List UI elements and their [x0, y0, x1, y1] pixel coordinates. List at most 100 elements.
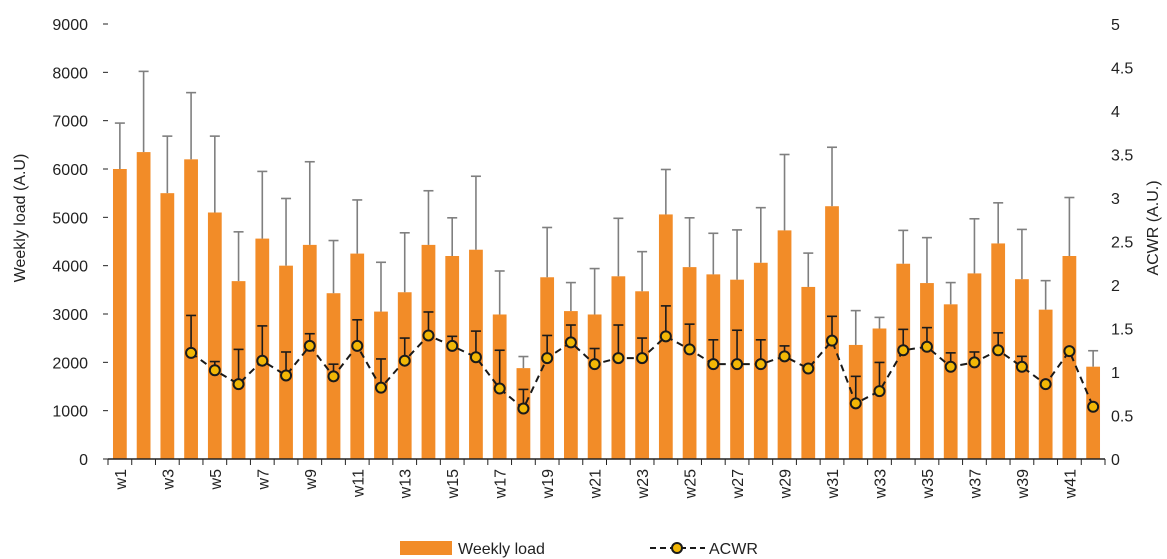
y-tick-label: 7000 [52, 114, 88, 131]
bar [1086, 366, 1101, 459]
bar [136, 152, 151, 460]
x-tick-label: w1 [113, 469, 130, 491]
acwr-point [826, 334, 839, 347]
bar [160, 193, 175, 459]
y-tick-label: 5000 [52, 210, 88, 227]
acwr-point [802, 362, 815, 375]
bar [397, 292, 412, 459]
acwr-markers [185, 329, 1100, 415]
bar [920, 283, 934, 459]
y-tick-label: 4000 [52, 259, 88, 276]
bar [611, 276, 626, 459]
y-tick-label: 0 [79, 452, 88, 469]
acwr-point [280, 369, 293, 382]
x-tick-label: w31 [825, 469, 842, 499]
x-tick-label: w15 [445, 469, 462, 499]
acwr-point [1015, 360, 1028, 373]
y2-tick-label: 1 [1111, 365, 1120, 382]
x-tick-label: w29 [778, 469, 795, 499]
y2-tick-label: 0 [1111, 452, 1120, 469]
acwr-point [185, 346, 198, 359]
acwr-point [897, 344, 910, 357]
x-tick-label: w11 [350, 469, 367, 498]
bar [350, 253, 365, 459]
acwr-point [517, 402, 530, 415]
acwr-point [731, 358, 744, 371]
bar [587, 314, 602, 459]
acwr-point [920, 340, 933, 353]
acwr-point [612, 352, 625, 365]
x-tick-label: w3 [160, 469, 177, 491]
bars [112, 152, 1101, 460]
y-tick-label: 6000 [52, 162, 88, 179]
y-tick-label: 9000 [52, 17, 88, 34]
y-tick-label: 8000 [52, 65, 88, 82]
acwr-point [374, 381, 387, 394]
acwr-point [778, 350, 791, 363]
y-axis-title: Weekly load (A.U) [12, 154, 29, 283]
x-tick-label: w19 [540, 469, 557, 499]
y-tick-label: 1000 [52, 404, 88, 421]
acwr-point [683, 343, 696, 356]
y2-tick-label: 3 [1111, 191, 1120, 208]
x-tick-label: w9 [303, 469, 320, 491]
acwr-point [1063, 345, 1076, 358]
left-axis-ticks: 0 1000 2000 3000 4000 5000 6000 7000 8000 9000 [52, 17, 108, 469]
y2-tick-label: 4.5 [1111, 61, 1133, 78]
acwr-point [208, 364, 221, 377]
acwr-point [873, 385, 886, 398]
x-tick-label: w27 [730, 469, 747, 499]
acwr-point [469, 351, 482, 364]
bar [184, 159, 198, 460]
x-tick-label: w39 [1015, 469, 1032, 499]
acwr-point [1087, 400, 1100, 413]
legend-swatch-weekly-load [400, 541, 452, 555]
bar [564, 311, 578, 459]
x-tick-label: w17 [493, 469, 510, 499]
legend-label-acwr: ACWR [709, 541, 758, 558]
acwr-point [256, 354, 269, 367]
y-tick-label: 2000 [52, 355, 88, 372]
y2-tick-label: 5 [1111, 17, 1120, 34]
x-axis-ticks: w1 w3 w5 w7 w9 w11 w13 w15 w17 w19 w21 w23 w25 w27 w29… [107, 459, 1106, 499]
y2-axis-title: ACWR (A.U.) [1145, 180, 1162, 275]
acwr-point [398, 354, 411, 367]
bar [777, 230, 792, 459]
bar [540, 277, 555, 459]
x-tick-label: w37 [967, 469, 984, 499]
bar-error-bars [114, 70, 1099, 369]
bar [1062, 256, 1077, 459]
y2-tick-label: 0.5 [1111, 409, 1133, 426]
acwr-point [944, 360, 957, 373]
y2-tick-label: 1.5 [1111, 322, 1133, 339]
legend: Weekly load ACWR [400, 541, 758, 558]
legend-swatch-acwr-marker [671, 542, 683, 554]
acwr-point [327, 370, 340, 383]
x-tick-label: w5 [208, 469, 225, 491]
acwr-point [992, 344, 1005, 357]
acwr-point [659, 330, 672, 343]
legend-label-weekly-load: Weekly load [458, 541, 545, 558]
bar [896, 263, 911, 459]
acwr-point [636, 352, 649, 365]
x-tick-label: w13 [398, 469, 415, 499]
bar [682, 267, 697, 459]
x-tick-label: w33 [872, 469, 889, 499]
bar [112, 169, 127, 459]
x-tick-label: w41 [1062, 469, 1079, 499]
bar [635, 291, 649, 459]
acwr-point [849, 397, 862, 410]
bar [207, 212, 222, 459]
acwr-point [351, 339, 364, 352]
x-tick-label: w35 [920, 469, 937, 499]
right-axis-ticks: 0 0.5 1 1.5 2 2.5 3 3.5 4 4.5 5 [1111, 17, 1133, 469]
y2-tick-label: 2.5 [1111, 235, 1133, 252]
acwr-point [564, 336, 577, 349]
acwr-point [493, 382, 506, 395]
acwr-point [1039, 378, 1052, 391]
bar [421, 244, 436, 459]
acwr-point [707, 358, 720, 371]
acwr-point [446, 339, 459, 352]
y2-tick-label: 3.5 [1111, 148, 1133, 165]
